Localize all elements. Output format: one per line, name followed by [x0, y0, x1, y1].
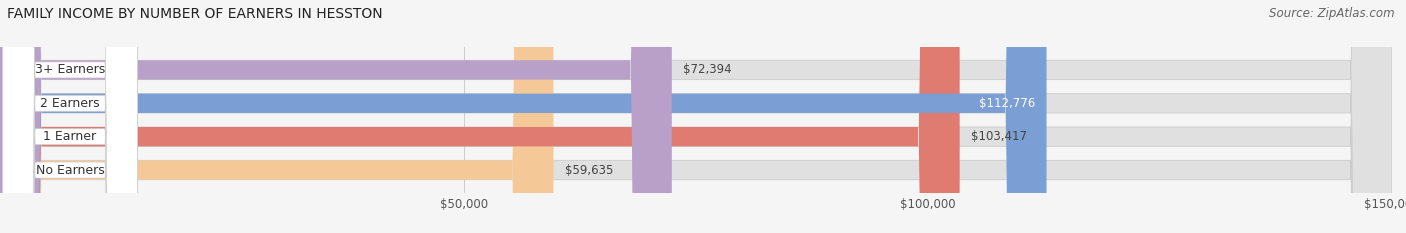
Text: $72,394: $72,394: [683, 63, 731, 76]
Text: $59,635: $59,635: [565, 164, 613, 177]
Text: $112,776: $112,776: [979, 97, 1035, 110]
FancyBboxPatch shape: [3, 0, 138, 233]
FancyBboxPatch shape: [0, 0, 960, 233]
FancyBboxPatch shape: [0, 0, 672, 233]
Text: 3+ Earners: 3+ Earners: [35, 63, 105, 76]
Text: 1 Earner: 1 Earner: [44, 130, 97, 143]
Text: No Earners: No Earners: [35, 164, 104, 177]
Text: Source: ZipAtlas.com: Source: ZipAtlas.com: [1270, 7, 1395, 20]
FancyBboxPatch shape: [3, 0, 138, 233]
FancyBboxPatch shape: [0, 0, 1046, 233]
Text: $103,417: $103,417: [970, 130, 1026, 143]
Text: 2 Earners: 2 Earners: [41, 97, 100, 110]
FancyBboxPatch shape: [0, 0, 554, 233]
FancyBboxPatch shape: [3, 0, 138, 233]
Text: FAMILY INCOME BY NUMBER OF EARNERS IN HESSTON: FAMILY INCOME BY NUMBER OF EARNERS IN HE…: [7, 7, 382, 21]
FancyBboxPatch shape: [3, 0, 138, 233]
